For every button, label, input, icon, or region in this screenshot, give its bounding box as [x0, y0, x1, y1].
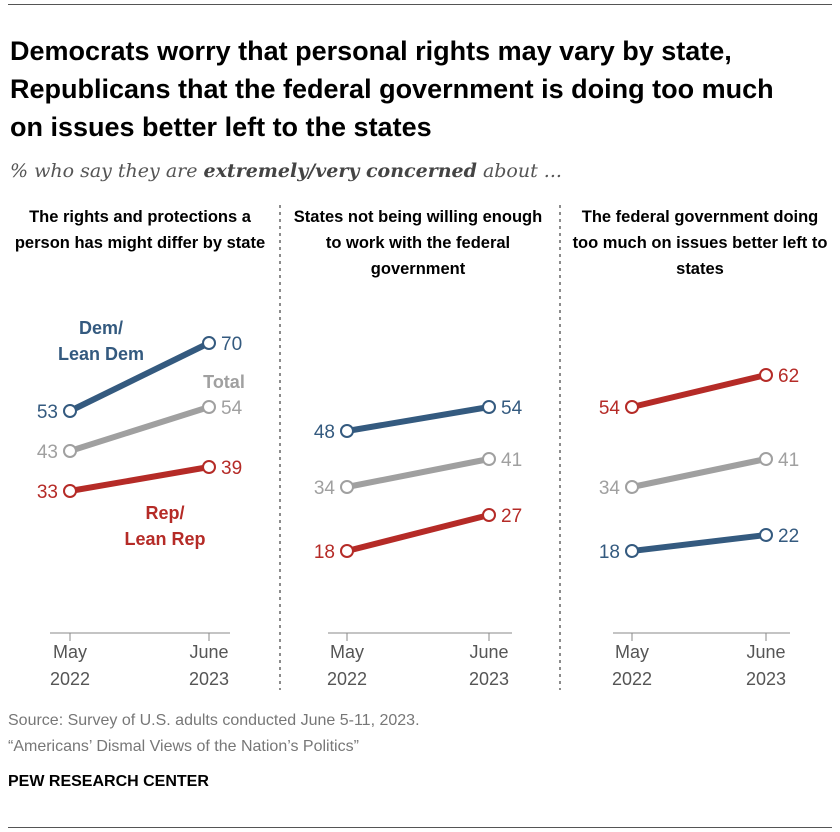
- chart-title: Democrats worry that personal rights may…: [10, 36, 774, 142]
- subtitle-text-end: about ...: [476, 160, 562, 182]
- data-point-dem: [340, 424, 354, 438]
- series-name-dem: Dem/: [79, 318, 123, 338]
- series-line-total: [346, 456, 490, 490]
- data-point-dem: [63, 404, 77, 418]
- top-rule: [8, 4, 832, 5]
- x-tick-label: June: [469, 642, 508, 662]
- series-line-rep: [69, 464, 210, 494]
- data-label-dem: 54: [501, 398, 523, 419]
- x-tick-label: June: [189, 642, 228, 662]
- x-tick-label: 2022: [612, 669, 652, 689]
- subtitle-emphasis: extremely/very concerned: [203, 160, 477, 182]
- report-title: “Americans’ Dismal Views of the Nation’s…: [8, 738, 359, 755]
- data-point-total: [482, 452, 496, 466]
- plot-area: May 2022 June 2023 53 70 43 54 33 39 May 2022 June 20…: [37, 205, 799, 690]
- x-tick-label: May: [53, 642, 87, 662]
- data-point-dem: [625, 544, 639, 558]
- x-tick-label: 2023: [746, 669, 786, 689]
- x-tick-label: 2023: [189, 669, 229, 689]
- data-point-rep: [759, 368, 773, 382]
- series-line-rep: [631, 372, 767, 410]
- data-label-rep: 39: [221, 458, 242, 479]
- data-point-total: [759, 452, 773, 466]
- data-label-rep: 18: [314, 542, 335, 563]
- series-line-dem: [346, 404, 490, 434]
- data-point-total: [63, 444, 77, 458]
- data-point-total: [202, 400, 216, 414]
- series-line-total: [631, 456, 767, 490]
- data-point-rep: [340, 544, 354, 558]
- data-point-total: [340, 480, 354, 494]
- data-label-dem: 22: [778, 526, 799, 547]
- data-point-rep: [482, 508, 496, 522]
- x-tick-label: 2022: [50, 669, 90, 689]
- data-label-dem: 48: [314, 422, 335, 443]
- data-label-total: 41: [778, 450, 799, 471]
- data-point-dem: [202, 336, 216, 350]
- data-label-dem: 53: [37, 402, 58, 423]
- x-tick-label: May: [615, 642, 649, 662]
- data-point-rep: [202, 460, 216, 474]
- series-line-rep: [346, 512, 490, 554]
- series-name-total: Total: [203, 372, 245, 392]
- data-label-total: 54: [221, 398, 243, 419]
- series-name-rep: Rep/: [145, 503, 184, 523]
- x-tick-label: 2023: [469, 669, 509, 689]
- data-point-dem: [759, 528, 773, 542]
- data-label-rep: 33: [37, 482, 58, 503]
- source-text: Source: Survey of U.S. adults conducted …: [8, 712, 420, 729]
- bottom-rule: [8, 827, 832, 828]
- brand-logo-text: PEW RESEARCH CENTER: [8, 773, 209, 790]
- series-line-dem: [631, 532, 767, 554]
- data-label-total: 41: [501, 450, 522, 471]
- panel-title-1: The rights and protections a person has …: [14, 208, 266, 252]
- series-line-total: [69, 404, 210, 454]
- series-name-dem: Lean Dem: [58, 344, 144, 364]
- x-tick-label: May: [330, 642, 364, 662]
- data-label-total: 43: [37, 442, 58, 463]
- data-label-rep: 54: [599, 398, 621, 419]
- data-point-total: [625, 480, 639, 494]
- subtitle-text: % who say they are: [10, 160, 204, 182]
- data-label-rep: 27: [501, 506, 522, 527]
- panel-title-3: The federal government doing too much on…: [572, 208, 828, 278]
- data-label-dem: 18: [599, 542, 620, 563]
- chart-subtitle: % who say they are extremely/very concer…: [10, 160, 562, 182]
- data-point-rep: [63, 484, 77, 498]
- source-note: Source: Survey of U.S. adults conducted …: [8, 708, 420, 760]
- data-label-dem: 70: [221, 334, 242, 355]
- data-label-total: 34: [599, 478, 621, 499]
- x-tick-label: 2022: [327, 669, 367, 689]
- data-label-rep: 62: [778, 366, 799, 387]
- data-point-rep: [625, 400, 639, 414]
- panel-title-2: States not being willing enough to work …: [293, 208, 543, 278]
- data-label-total: 34: [314, 478, 336, 499]
- series-line-dem: [68, 340, 211, 414]
- data-point-dem: [482, 400, 496, 414]
- x-tick-label: June: [746, 642, 785, 662]
- series-name-rep: Lean Rep: [124, 529, 205, 549]
